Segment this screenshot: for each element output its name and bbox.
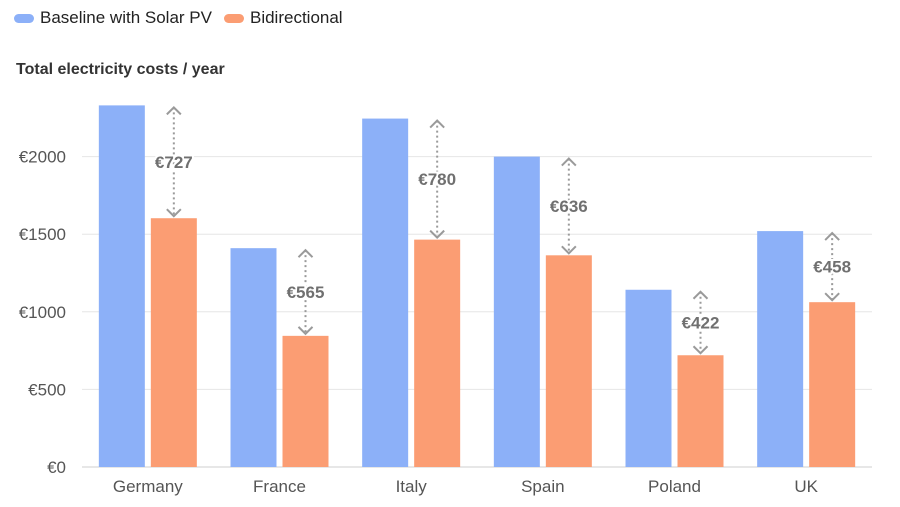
difference-arrow-up-head bbox=[297, 248, 314, 258]
difference-arrow-down-head bbox=[429, 229, 445, 240]
difference-arrow-down-head bbox=[692, 345, 709, 355]
legend-swatch-baseline bbox=[14, 13, 34, 23]
y-tick-label: €2000 bbox=[19, 148, 66, 167]
y-tick-label: €1500 bbox=[19, 225, 66, 244]
y-tick-label: €1000 bbox=[19, 303, 66, 322]
bar-baseline bbox=[230, 248, 277, 467]
difference-arrow-down-head bbox=[824, 292, 840, 302]
bar-baseline bbox=[493, 156, 540, 467]
x-tick-label: UK bbox=[794, 477, 818, 496]
bar-baseline bbox=[757, 231, 804, 467]
legend-label-baseline: Baseline with Solar PV bbox=[40, 8, 212, 27]
bar-bidirectional bbox=[414, 239, 461, 467]
difference-arrow-down-head bbox=[561, 245, 577, 255]
legend: Baseline with Solar PV Bidirectional bbox=[14, 8, 343, 28]
bar-baseline bbox=[625, 289, 672, 467]
bar-bidirectional bbox=[282, 335, 329, 467]
legend-item-bidirectional[interactable]: Bidirectional bbox=[223, 8, 343, 28]
x-tick-label: Italy bbox=[396, 477, 428, 496]
legend-label-bidirectional: Bidirectional bbox=[249, 8, 343, 27]
y-tick-label: €0 bbox=[47, 458, 66, 477]
bar-baseline bbox=[362, 118, 409, 468]
bar-bidirectional bbox=[150, 218, 197, 467]
difference-arrow-down-head bbox=[297, 326, 314, 336]
difference-label: €727 bbox=[155, 153, 193, 172]
difference-arrow-up-head bbox=[166, 105, 182, 116]
difference-arrow-up-head bbox=[692, 290, 709, 300]
difference-arrow-up-head bbox=[824, 231, 840, 241]
x-tick-label: Germany bbox=[113, 477, 183, 496]
difference-label: €458 bbox=[813, 258, 851, 277]
difference-arrow-up-head bbox=[561, 157, 577, 167]
bar-bidirectional bbox=[677, 355, 724, 467]
bar-baseline bbox=[98, 105, 145, 467]
legend-swatch-bidirectional bbox=[223, 13, 244, 23]
x-tick-label: France bbox=[253, 477, 306, 496]
difference-label: €422 bbox=[682, 314, 720, 333]
difference-arrow-down-head bbox=[166, 208, 182, 218]
difference-arrow-up-head bbox=[429, 119, 445, 129]
difference-label: €780 bbox=[418, 170, 456, 189]
x-tick-label: Poland bbox=[648, 477, 701, 496]
difference-label: €636 bbox=[550, 197, 588, 216]
bar-bidirectional bbox=[809, 302, 856, 467]
y-tick-label: €500 bbox=[28, 380, 66, 399]
legend-item-baseline[interactable]: Baseline with Solar PV bbox=[14, 8, 212, 28]
bar-bidirectional bbox=[545, 255, 592, 467]
x-tick-label: Spain bbox=[521, 477, 564, 496]
difference-label: €565 bbox=[287, 283, 325, 302]
chart-title: Total electricity costs / year bbox=[16, 61, 225, 78]
